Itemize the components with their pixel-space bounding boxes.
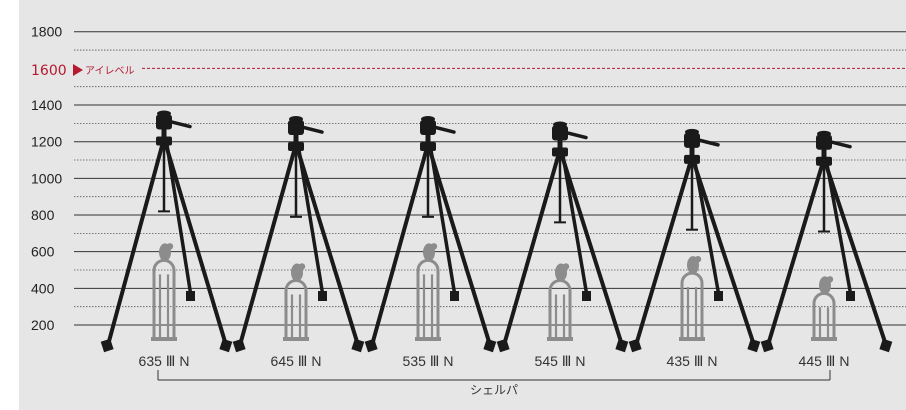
grid-lines bbox=[74, 31, 906, 326]
axis-tick-label: 400 bbox=[31, 280, 55, 296]
tripod bbox=[628, 128, 761, 353]
person-silhouette bbox=[547, 263, 573, 341]
tripod bbox=[496, 121, 629, 353]
model-label: 435 Ⅲ N bbox=[667, 353, 718, 369]
eye-level-arrow-icon bbox=[73, 64, 83, 76]
model-label: 445 Ⅲ N bbox=[799, 353, 850, 369]
axis-tick-label: 1200 bbox=[31, 134, 62, 150]
shelf-bracket: シェルパ bbox=[157, 370, 831, 397]
person-silhouette bbox=[283, 263, 309, 341]
eye-level-marker: 1600 アイレベル bbox=[31, 63, 135, 79]
model-label: 635 Ⅲ N bbox=[139, 353, 190, 369]
model-label: 545 Ⅲ N bbox=[535, 353, 586, 369]
model-labels: 635 Ⅲ N 645 Ⅲ N 535 Ⅲ N 545 Ⅲ N 435 Ⅲ N 445 Ⅲ… bbox=[139, 353, 850, 369]
axis-ticks: 200 400 600 800 1000 1200 1400 1800 bbox=[31, 24, 62, 333]
person-silhouettes bbox=[151, 243, 837, 341]
shelf-label: シェルパ bbox=[470, 383, 518, 397]
axis-tick-label: 600 bbox=[31, 244, 55, 260]
tripod bbox=[232, 116, 365, 353]
person-silhouette bbox=[415, 243, 441, 341]
person-silhouette bbox=[811, 276, 837, 341]
eye-level-label: アイレベル bbox=[85, 65, 135, 77]
axis-tick-label: 1400 bbox=[31, 97, 62, 113]
axis-tick-label: 200 bbox=[31, 317, 55, 333]
tripods bbox=[100, 110, 893, 353]
axis-tick-label: 1000 bbox=[31, 170, 62, 186]
tripod bbox=[760, 130, 893, 353]
axis-tick-label: 1800 bbox=[31, 24, 62, 40]
person-silhouette bbox=[679, 255, 705, 341]
tripod bbox=[100, 110, 233, 353]
model-label: 535 Ⅲ N bbox=[403, 353, 454, 369]
model-label: 645 Ⅲ N bbox=[271, 353, 322, 369]
person-silhouette bbox=[151, 243, 177, 341]
axis-tick-label: 800 bbox=[31, 207, 55, 223]
eye-level-value: 1600 bbox=[31, 63, 67, 79]
tripod bbox=[364, 116, 497, 353]
